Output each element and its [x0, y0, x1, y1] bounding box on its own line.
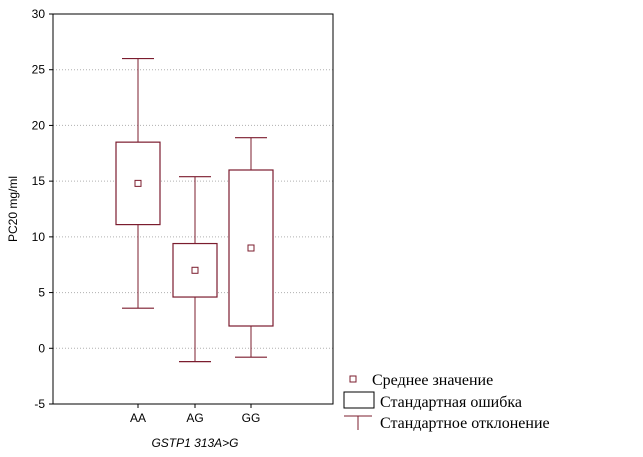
legend-se-label: Стандартная ошибка — [380, 394, 522, 411]
mean-marker-gg — [247, 244, 255, 252]
y-axis-ticks: 30 25 20 15 10 5 0 -5 — [32, 7, 53, 411]
legend-se-icon — [343, 391, 375, 409]
y-tick-label-2: 20 — [32, 118, 46, 132]
x-axis-ticks: AA AG GG — [130, 404, 260, 425]
box-plot-series — [115, 57, 274, 363]
legend-mean-label: Среднее значение — [372, 372, 493, 389]
y-tick-label-4: 10 — [32, 230, 46, 244]
x-tick-label-gg: GG — [242, 411, 261, 425]
y-tick-label-1: 25 — [32, 63, 46, 77]
legend: Среднее значение Стандартная ошибка Стан… — [343, 372, 550, 432]
mean-marker-aa — [134, 179, 142, 187]
y-tick-label-0: 30 — [32, 7, 46, 21]
legend-sd-label: Стандартное отклонение — [380, 415, 550, 432]
mean-marker-ag — [191, 266, 199, 274]
y-axis-label: PC20 mg/ml — [6, 176, 20, 242]
y-tick-label-3: 15 — [32, 174, 46, 188]
x-tick-label-aa: AA — [130, 411, 146, 425]
x-tick-label-ag: AG — [186, 411, 203, 425]
y-tick-label-7: -5 — [34, 397, 45, 411]
y-tick-label-6: 0 — [38, 341, 45, 355]
legend-sd-icon — [344, 415, 372, 430]
legend-mean-icon — [349, 375, 357, 383]
y-tick-label-5: 5 — [38, 286, 45, 300]
x-axis-label: GSTP1 313A>G — [151, 436, 238, 450]
plot-frame — [52, 13, 334, 405]
